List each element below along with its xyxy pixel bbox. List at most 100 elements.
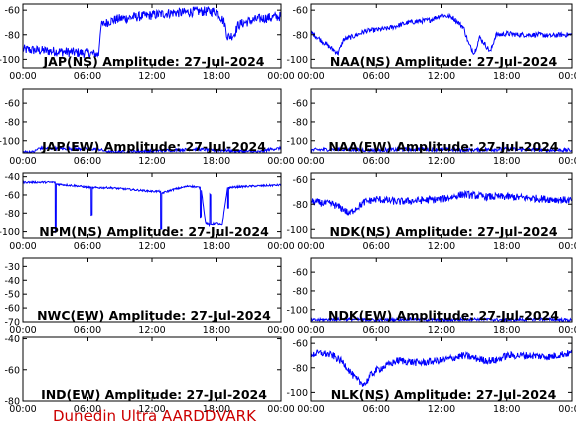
x-tick-label: 06:00 xyxy=(74,325,101,336)
x-tick-label: 12:00 xyxy=(138,156,165,167)
y-tick-label: -40 xyxy=(4,334,20,345)
y-tick-label: -80 xyxy=(292,200,308,211)
y-tick-label: -80 xyxy=(4,397,20,408)
y-tick-label: -60 xyxy=(292,339,308,350)
y-tick-label: -60 xyxy=(292,99,308,110)
chart-title: NDK(EW) Amplitude: 27-Jul-2024 xyxy=(328,308,559,323)
x-tick-label: 12:00 xyxy=(138,71,165,82)
x-tick-label: 00:00 xyxy=(558,156,576,167)
x-tick-label: 18:00 xyxy=(203,156,230,167)
y-tick-label: -80 xyxy=(292,363,308,374)
x-tick-label: 12:00 xyxy=(428,404,455,415)
x-tick-label: 18:00 xyxy=(203,404,230,415)
x-tick-label: 06:00 xyxy=(363,241,390,252)
x-tick-label: 00:00 xyxy=(558,71,576,82)
chart-title: IND(EW) Amplitude: 27-Jul-2024 xyxy=(41,387,267,402)
x-tick-label: 18:00 xyxy=(203,71,230,82)
x-tick-label: 00:00 xyxy=(297,156,324,167)
y-tick-label: -60 xyxy=(292,6,308,17)
x-tick-label: 06:00 xyxy=(74,156,101,167)
y-tick-label: -100 xyxy=(0,136,20,147)
x-tick-label: 12:00 xyxy=(428,156,455,167)
chart-title: NWC(EW) Amplitude: 27-Jul-2024 xyxy=(37,308,271,323)
x-tick-label: 06:00 xyxy=(363,71,390,82)
footer-label: Dunedin Ultra AARDDVARK xyxy=(53,407,256,425)
x-tick-label: 00:00 xyxy=(558,241,576,252)
chart-panel-ndk-ns: -100-80-6000:0006:0012:0018:0000:00NDK(N… xyxy=(286,172,576,252)
y-tick-label: -60 xyxy=(292,175,308,186)
y-tick-label: -40 xyxy=(4,172,20,183)
x-tick-label: 00:00 xyxy=(558,325,576,336)
y-tick-label: -100 xyxy=(286,55,308,66)
chart-panel-nlk-ns: -100-80-6000:0006:0012:0018:0000:00NLK(N… xyxy=(286,336,576,415)
series-line xyxy=(311,349,572,387)
chart-title: JAP(NS) Amplitude: 27-Jul-2024 xyxy=(43,54,265,69)
x-tick-label: 00:00 xyxy=(297,241,324,252)
x-tick-label: 12:00 xyxy=(428,71,455,82)
x-tick-label: 00:00 xyxy=(267,241,294,252)
series-line xyxy=(311,12,572,56)
x-tick-label: 18:00 xyxy=(493,325,520,336)
y-tick-label: -60 xyxy=(4,6,20,17)
y-tick-label: -60 xyxy=(292,268,308,279)
x-tick-label: 18:00 xyxy=(203,325,230,336)
y-tick-label: -100 xyxy=(286,305,308,316)
y-tick-label: -100 xyxy=(286,388,308,399)
x-tick-label: 00:00 xyxy=(297,325,324,336)
y-tick-label: -30 xyxy=(4,262,20,273)
series-line xyxy=(23,6,281,59)
x-tick-label: 00:00 xyxy=(267,156,294,167)
y-tick-label: -80 xyxy=(292,286,308,297)
y-tick-label: -60 xyxy=(4,190,20,201)
x-tick-label: 12:00 xyxy=(428,325,455,336)
x-tick-label: 00:00 xyxy=(267,325,294,336)
chart-title: NAA(NS) Amplitude: 27-Jul-2024 xyxy=(330,54,558,69)
chart-panel-naa-ns: -100-80-6000:0006:0012:0018:0000:00NAA(N… xyxy=(286,3,576,82)
y-tick-label: -100 xyxy=(286,225,308,236)
chart-panel-nwc-ew: -70 -60 -50 -40 -30 00:00 06:00 12:00 18:00 00:00… xyxy=(4,257,295,336)
x-tick-label: 00:00 xyxy=(9,241,36,252)
x-tick-label: 12:00 xyxy=(138,241,165,252)
x-tick-label: 00:00 xyxy=(9,404,36,415)
y-tick-label: -80 xyxy=(4,30,20,41)
y-tick-label: -100 xyxy=(0,55,20,66)
x-tick-label: 12:00 xyxy=(138,404,165,415)
chart-panel-ndk-ew: -100 -80 -60 00:00 06:00 12:00 18:00 00:00 NDK(E… xyxy=(286,257,576,336)
chart-title: NDK(NS) Amplitude: 27-Jul-2024 xyxy=(329,224,557,239)
y-tick-label: -80 xyxy=(292,117,308,128)
series-line xyxy=(23,180,281,234)
x-tick-label: 06:00 xyxy=(74,71,101,82)
y-tick-label: -80 xyxy=(292,30,308,41)
y-tick-label: -60 xyxy=(4,365,20,376)
x-tick-label: 06:00 xyxy=(363,325,390,336)
x-tick-label: 18:00 xyxy=(493,71,520,82)
y-tick-label: -80 xyxy=(4,209,20,220)
series-line xyxy=(311,189,572,216)
x-tick-label: 00:00 xyxy=(9,325,36,336)
x-tick-label: 18:00 xyxy=(203,241,230,252)
y-tick-label: -60 xyxy=(4,99,20,110)
chart-title: NLK(NS) Amplitude: 27-Jul-2024 xyxy=(331,387,557,402)
x-tick-label: 12:00 xyxy=(428,241,455,252)
y-tick-label: -80 xyxy=(4,117,20,128)
x-tick-label: 00:00 xyxy=(9,156,36,167)
chart-title: JAP(EW) Amplitude: 27-Jul-2024 xyxy=(41,139,266,154)
chart-title: NPM(NS) Amplitude: 27-Jul-2024 xyxy=(39,224,269,239)
x-tick-label: 00:00 xyxy=(267,404,294,415)
x-tick-label: 06:00 xyxy=(74,404,101,415)
y-tick-label: -40 xyxy=(4,276,20,287)
y-tick-label: -50 xyxy=(4,290,20,301)
x-tick-label: 00:00 xyxy=(9,71,36,82)
chart-title: NAA(EW) Amplitude: 27-Jul-2024 xyxy=(328,139,558,154)
x-tick-label: 06:00 xyxy=(74,241,101,252)
x-tick-label: 00:00 xyxy=(558,404,576,415)
x-tick-label: 00:00 xyxy=(297,71,324,82)
x-tick-label: 00:00 xyxy=(267,71,294,82)
x-tick-label: 18:00 xyxy=(493,404,520,415)
chart-panel-naa-ew: -100-80-6000:0006:0012:0018:0000:00NAA(E… xyxy=(286,88,576,167)
